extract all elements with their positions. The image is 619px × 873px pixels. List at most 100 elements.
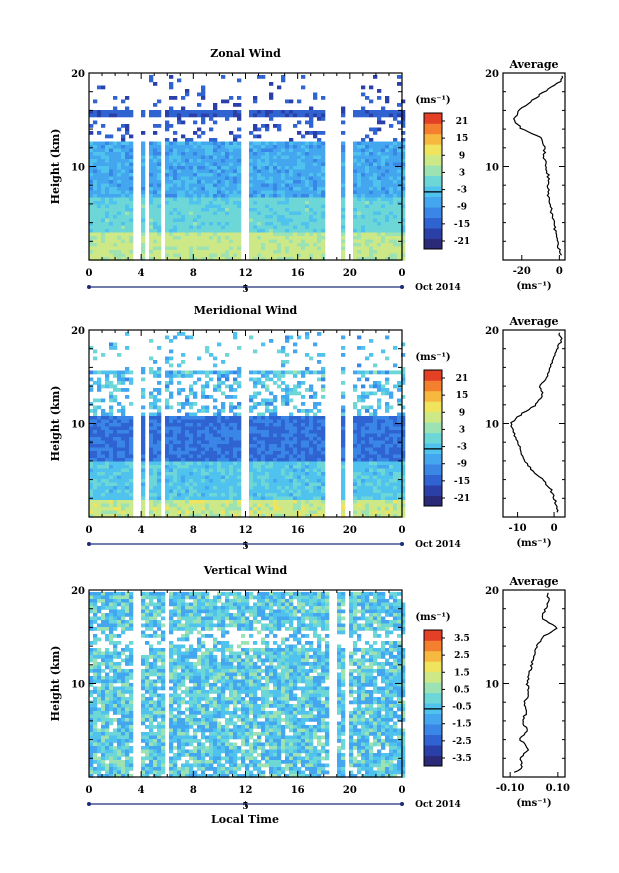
heatmap-cell [369,423,374,427]
heatmap-cell [117,426,122,431]
heatmap-cell [165,222,170,226]
heatmap-cell [289,190,294,195]
heatmap-cell [157,493,162,497]
heatmap-cell [177,489,182,494]
heatmap-cell [249,155,254,160]
heatmap-cell [225,468,230,473]
heatmap-cell [193,503,198,508]
heatmap-cell [321,159,326,163]
heatmap-cell [377,117,382,121]
heatmap-cell [229,440,234,445]
heatmap-cell [109,180,114,184]
heatmap-cell [365,458,370,462]
heatmap-cell [317,232,322,237]
heatmap-cell [233,381,238,385]
heatmap-cell [293,472,298,476]
heatmap-cell [225,426,230,431]
heatmap-cell [181,496,186,501]
heatmap-cell [189,514,194,518]
heatmap-cell [157,475,162,480]
heatmap-cell [381,148,386,153]
heatmap-cell [289,503,294,508]
heatmap-cell [341,479,346,483]
heatmap-cell [341,391,346,396]
heatmap-cell [105,458,110,462]
heatmap-cell [213,103,218,107]
heatmap-cell [173,451,178,455]
heatmap-cell [149,159,154,163]
heatmap-cell [233,155,238,160]
heatmap-cell [281,398,286,403]
heatmap-cell [361,433,366,438]
heatmap-cell [157,176,162,181]
heatmap-cell [217,510,222,515]
heatmap-cell [109,169,114,174]
heatmap-cell [193,187,198,191]
heatmap-cell [125,440,130,445]
heatmap-cell [113,194,118,198]
heatmap-cell [297,419,302,424]
heatmap-cell [369,510,374,515]
heatmap-cell [229,454,234,459]
heatmap-cell [117,377,122,382]
heatmap-cell [341,169,346,174]
heatmap-cell [129,416,134,420]
heatmap-cell [317,503,322,508]
heatmap-cell [213,356,218,361]
heatmap-cell [109,391,114,396]
heatmap-cell [305,468,310,473]
heatmap-cell [373,229,378,233]
heatmap-cell [197,426,202,431]
heatmap-cell [105,159,110,163]
heatmap-cell [261,145,266,149]
heatmap-cell [205,229,210,233]
heatmap-cell [285,110,290,114]
heatmap-cell [229,148,234,153]
heatmap-cell [401,155,406,160]
heatmap-cell [361,155,366,160]
heatmap-cell [369,412,374,417]
heatmap-cell [381,232,386,237]
heatmap-cell [313,201,318,205]
heatmap-cell [209,197,214,202]
heatmap-cell [185,374,190,378]
heatmap-cell [293,222,298,226]
heatmap-cell [109,239,114,244]
heatmap-cell [285,510,290,515]
heatmap-cell [317,180,322,184]
heatmap-cell [357,482,362,487]
heatmap-cell [225,454,230,459]
heatmap-cell [109,346,114,350]
heatmap-cell [109,496,114,501]
heatmap-cell [121,159,126,163]
heatmap-cell [277,465,282,469]
heatmap-cell [113,215,118,219]
heatmap-cell [297,194,302,198]
heatmap-cell [153,423,158,427]
heatmap-cell [289,201,294,205]
heatmap-cell [173,437,178,441]
heatmap-cell [209,430,214,434]
heatmap-cell [209,353,214,357]
heatmap-cell [373,145,378,149]
heatmap-cell [121,215,126,219]
heatmap-cell [289,99,294,104]
heatmap-cell [121,465,126,469]
heatmap-cell [285,187,290,191]
heatmap-cell [97,148,102,153]
heatmap-cell [97,225,102,230]
heatmap-cell [253,384,258,389]
heatmap-cell [277,472,282,476]
heatmap-cell [309,113,314,118]
heatmap-cell [313,493,318,497]
heatmap-cell [185,187,190,191]
heatmap-cell [129,145,134,149]
heatmap-cell [117,472,122,476]
heatmap-cell [297,510,302,515]
heatmap-cell [353,243,358,247]
heatmap-cell [109,510,114,515]
heatmap-cell [305,152,310,156]
heatmap-cell [93,250,98,254]
heatmap-cell [117,500,122,504]
heatmap-cell [237,507,242,511]
